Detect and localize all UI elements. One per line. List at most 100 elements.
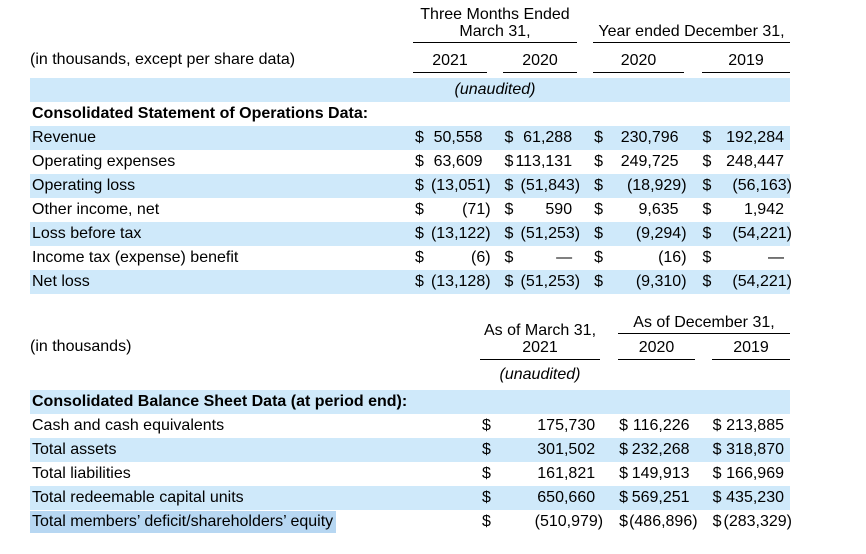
cell-value: (13,051) [430,177,491,194]
row-label: Total redeemable capital units [32,489,244,506]
cell-value: 213,885 [726,417,784,434]
row-other-income-net: Other income, net $ (71) $590 $9,635 $1,9… [30,198,790,222]
cell-value: 50,558 [433,129,483,146]
dollar-sign: $ [594,129,603,146]
unaudited-note: (unaudited) [454,81,536,98]
value-cell: $ (283,329) [713,510,793,534]
row-label: Total members’ deficit/shareholders’ equ… [30,510,482,534]
dollar-sign: $ [702,225,712,242]
dollar-sign: $ [504,129,514,146]
dollar-sign: $ [415,201,424,218]
group-header-line1: Three Months Ended [420,6,570,23]
as-of-december-group-header: As of December 31, 2020 2019 [618,314,790,360]
value-cell: $ (486,896) [619,510,697,534]
dollar-sign: $ [702,129,712,146]
dollar-sign: $ [594,273,603,290]
dollar-sign: $ [504,249,514,266]
dollar-sign: $ [712,465,722,482]
value-cell: $61,288 [505,126,579,150]
operations-unaudited-row: (unaudited) [30,78,790,102]
dollar-sign: $ [415,177,424,194]
row-label: Net loss [32,273,90,290]
value-cell: $230,796 [594,126,684,150]
cell-value: (51,843) [520,177,581,194]
dollar-sign: $ [482,417,491,434]
value-cell: $ (16) [594,246,686,270]
cell-value: 192,284 [726,129,784,146]
value-cell: $50,558 [415,126,489,150]
cell-value: 166,969 [726,465,784,482]
cell-value: — [768,249,784,266]
year-column-header: 2021 [413,52,487,73]
dollar-sign: $ [504,201,514,218]
row-label: Other income, net [32,201,160,218]
value-cell: $ (71) [415,198,491,222]
cell-value: (51,253) [520,273,581,290]
cell-value: 116,226 [632,417,690,434]
dollar-sign: $ [594,225,603,242]
value-cell: $149,913 [619,462,695,486]
cell-value: 161,821 [537,465,596,482]
row-label: Loss before tax [32,225,142,242]
dollar-sign: $ [482,489,491,506]
value-cell: $166,969 [713,462,790,486]
row-label: Total assets [32,441,117,458]
value-cell: $569,251 [619,486,695,510]
row-cash-and-equivalents: Cash and cash equivalents $175,730 $116,… [30,414,790,438]
value-cell: $ (56,163) [703,174,792,198]
year-column-header: 2020 [618,339,695,360]
value-cell: $590 [505,198,579,222]
balance-unaudited-row: (unaudited) [30,360,790,390]
row-label: Total liabilities [32,465,131,482]
dollar-sign: $ [415,249,424,266]
value-cell: $ — [703,246,790,270]
year-column-header: 2020 [503,52,577,73]
cell-value: 248,447 [726,153,784,170]
dollar-sign: $ [594,153,603,170]
three-months-group-header: Three Months Ended March 31, [413,6,577,43]
year-column-header: 2020 [593,52,684,73]
value-cell: $301,502 [482,438,601,462]
dollar-sign: $ [702,273,712,290]
value-cell: $248,447 [703,150,790,174]
value-cell: $113,131 [505,150,579,174]
balance-header-row: (in thousands) As of March 31, 2021 As o… [30,314,790,360]
dollar-sign: $ [712,489,722,506]
cell-value: (13,122) [430,225,491,242]
operations-section-title-row: Consolidated Statement of Operations Dat… [30,102,790,126]
operations-years-row: (in thousands, except per share data) 20… [30,43,790,73]
value-cell: $ (6) [415,246,491,270]
row-total-liabilities: Total liabilities $161,821 $149,913 $166… [30,462,790,486]
unaudited-note: (unaudited) [499,366,581,383]
year-column-header: 2019 [702,52,790,73]
cell-value: 318,870 [726,441,784,458]
balance-sheet-table: (in thousands) As of March 31, 2021 As o… [30,314,793,534]
dollar-sign: $ [415,129,424,146]
cell-value: (9,294) [635,225,687,242]
year-ended-group-header: Year ended December 31, [593,23,790,43]
value-cell: $ — [505,246,579,270]
cell-value: 113,131 [515,153,573,170]
operations-group-header-row: Three Months Ended March 31, Year ended … [30,6,790,43]
spacer [30,360,480,390]
value-cell: $ (51,253) [505,222,581,246]
cell-value: 175,730 [537,417,596,434]
value-cell: $213,885 [713,414,790,438]
dollar-sign: $ [712,441,722,458]
dollar-sign: $ [415,273,424,290]
value-cell: $ (13,051) [415,174,491,198]
value-cell: $ (510,979) [482,510,603,534]
dollar-sign: $ [702,201,712,218]
cell-value: 230,796 [620,129,679,146]
operations-caption: (in thousands, except per share data) [30,51,296,68]
cell-value: (283,329) [723,513,793,530]
cell-value: 9,635 [638,201,679,218]
dollar-sign: $ [504,153,514,170]
group-header-text: As of December 31, [618,314,790,334]
row-net-loss: Net loss $ (13,128) $ (51,253) $ (9,310) $ (… [30,270,792,294]
dollar-sign: $ [415,225,424,242]
value-cell: $9,635 [594,198,684,222]
dollar-sign: $ [619,417,629,434]
as-of-march-column-header: As of March 31, 2021 [480,322,600,360]
balance-section-title-row: Consolidated Balance Sheet Data (at peri… [30,390,790,414]
